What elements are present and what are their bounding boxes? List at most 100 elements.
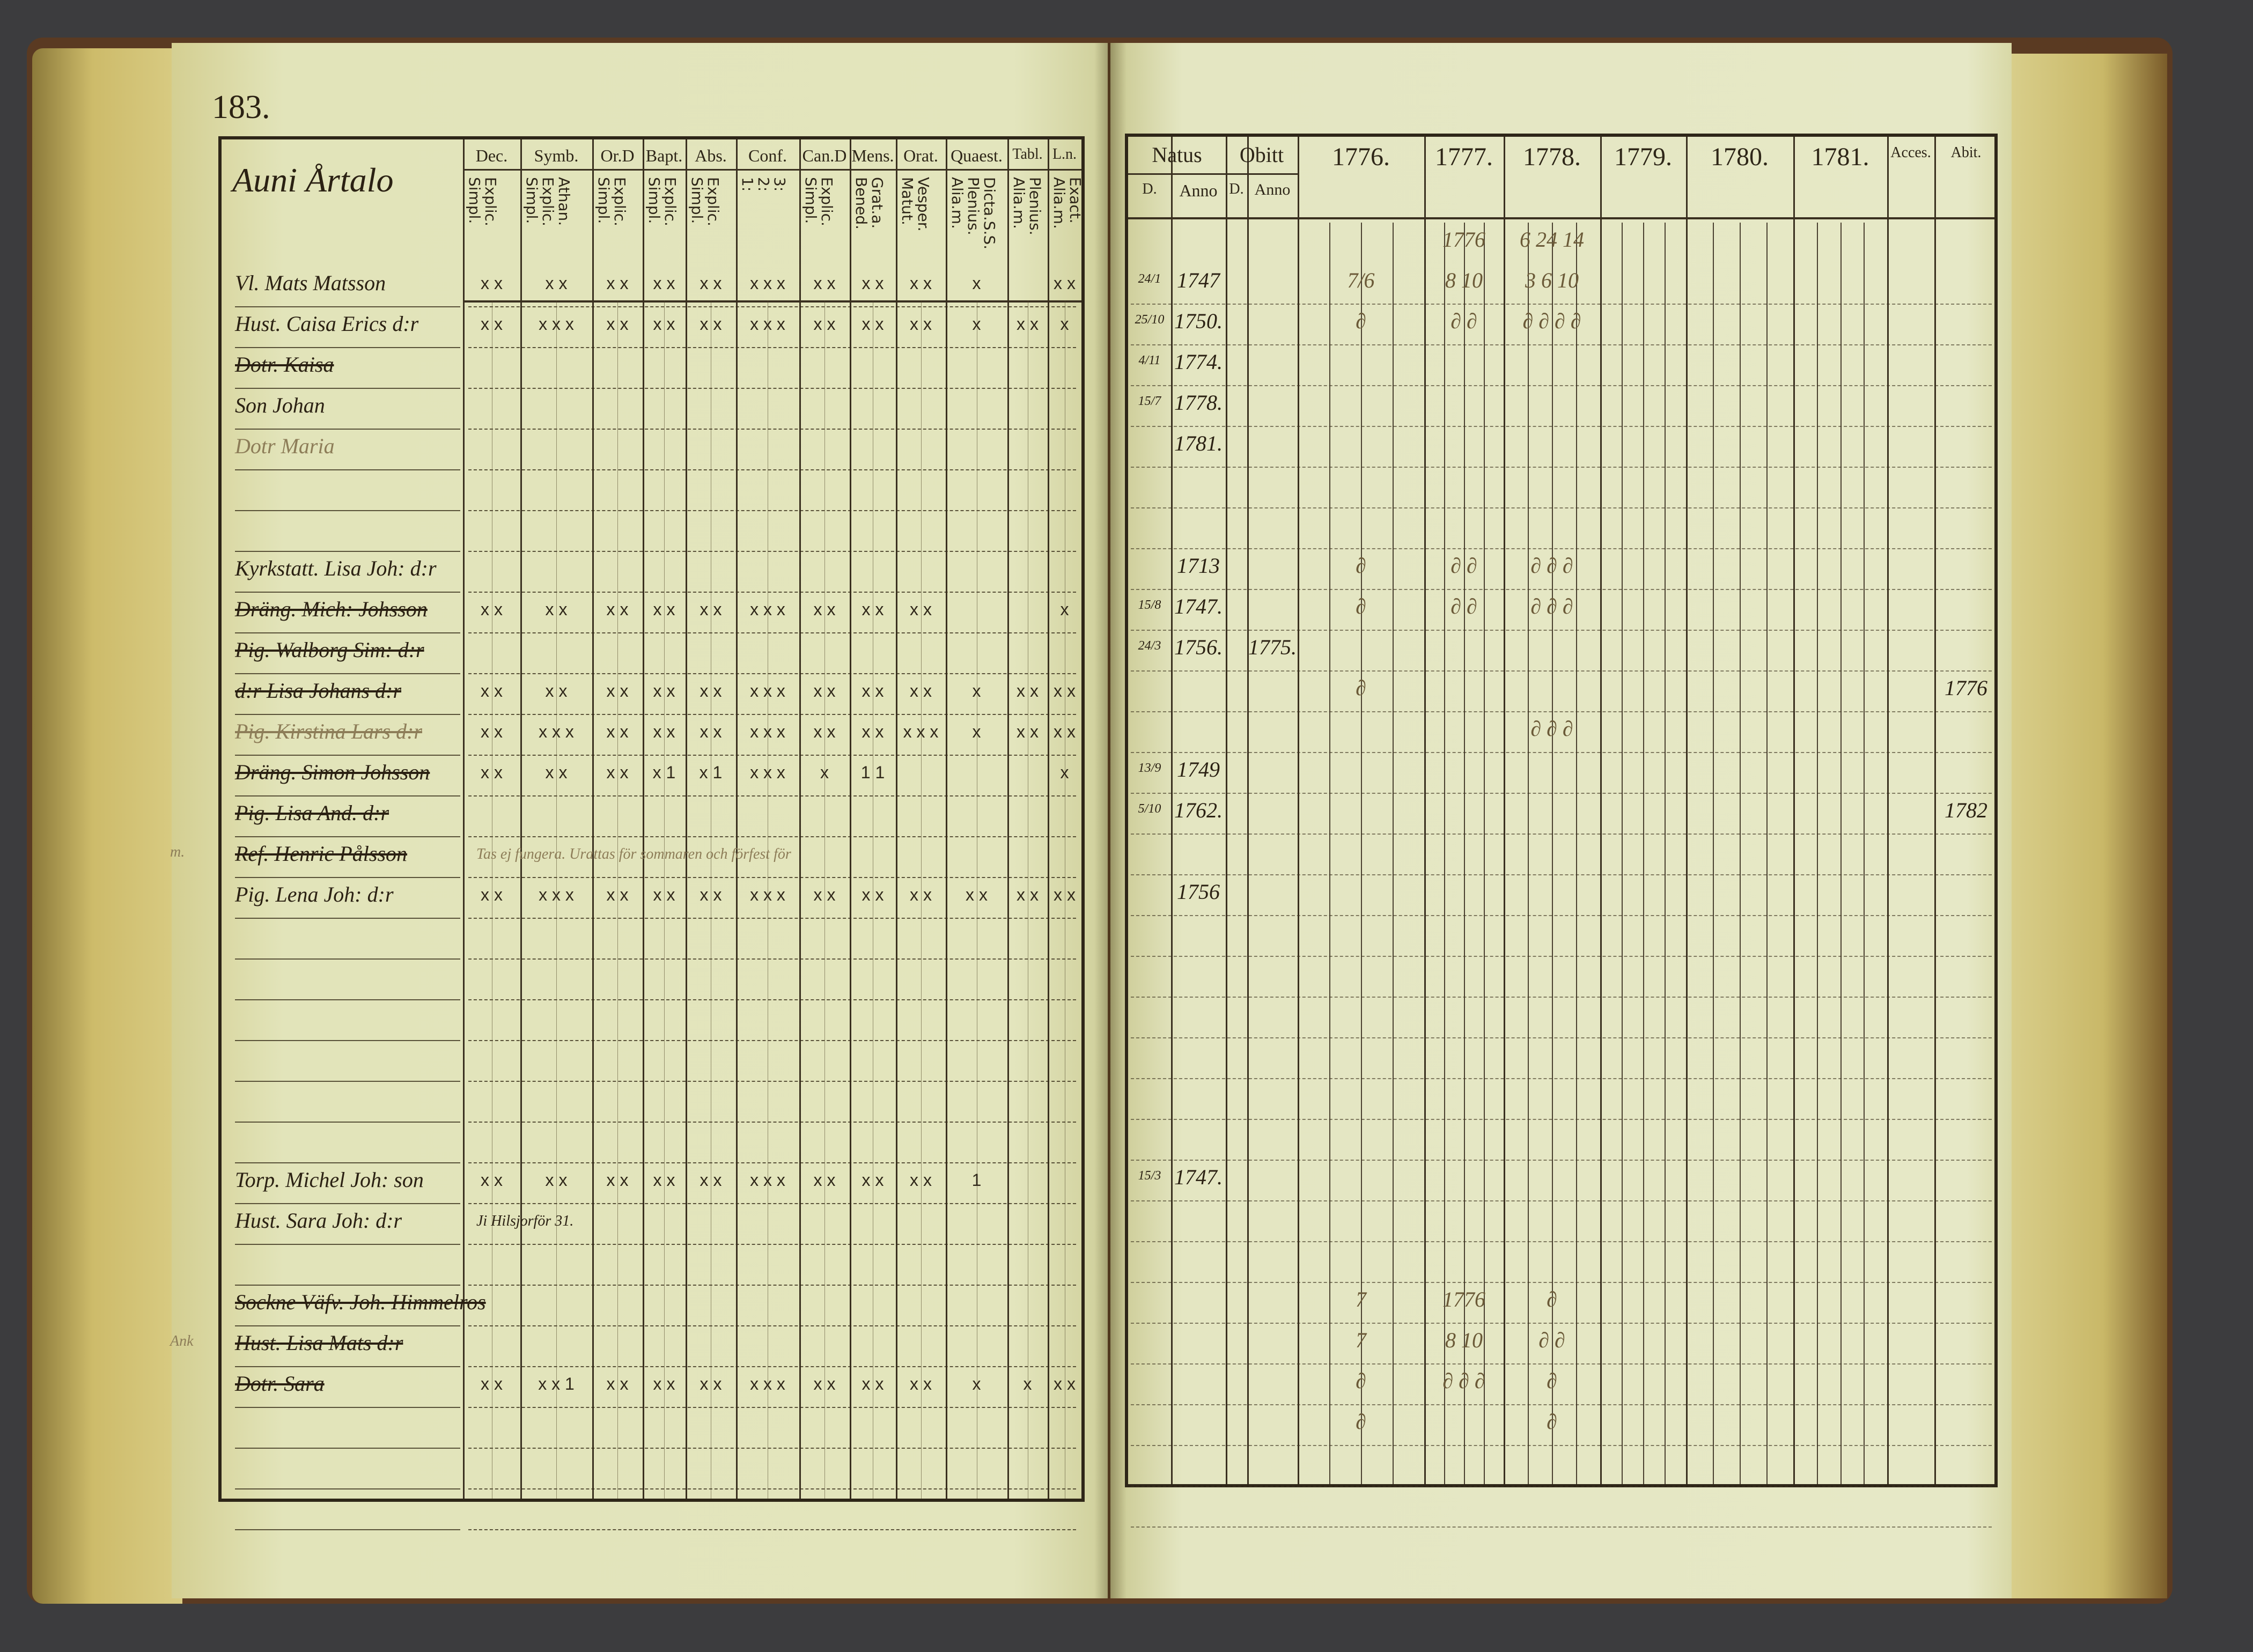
accessit-header: Acces.: [1890, 144, 1931, 161]
row-rule: [1131, 1200, 1992, 1201]
natus-d-entry: 25/10: [1135, 313, 1165, 327]
column-divider: [1226, 137, 1227, 1484]
natus-anno-entry: 1762.: [1174, 798, 1223, 822]
row-rule: [1131, 1160, 1992, 1161]
margin-note: m.: [170, 844, 185, 860]
knowledge-mark: x x: [910, 314, 932, 334]
column-divider: [946, 139, 947, 1499]
knowledge-mark: x x: [481, 1170, 503, 1190]
knowledge-mark: x 1: [652, 763, 676, 782]
name-row-rule: [235, 1529, 460, 1530]
natus-d-entry: 4/11: [1138, 353, 1161, 367]
row-rule: [468, 1488, 1076, 1489]
column-subheader: Exact. Alia.m.: [1050, 177, 1084, 229]
year-subcolumn-divider: [1864, 223, 1865, 1484]
row-rule: [468, 795, 1076, 796]
person-name: Hust. Caisa Erics d:r: [235, 312, 419, 336]
column-divider: [463, 139, 465, 1499]
knowledge-mark: x x: [606, 1170, 629, 1190]
knowledge-mark: x: [972, 274, 981, 293]
knowledge-mark: x x: [481, 1374, 503, 1393]
knowledge-mark: x x: [545, 681, 568, 700]
knowledge-mark: x: [1060, 600, 1069, 619]
column-divider: [1247, 137, 1249, 1484]
person-name: Pig. Lisa And. d:r: [235, 801, 389, 825]
year-subcolumn-divider: [1665, 223, 1666, 1484]
knowledge-mark: x x: [862, 600, 884, 619]
knowledge-mark: x x: [910, 681, 932, 700]
row-rule: [1131, 1486, 1992, 1487]
knowledge-mark: x x: [862, 722, 884, 741]
knowledge-mark: x x: [700, 600, 722, 619]
knowledge-mark: x x: [700, 722, 722, 741]
knowledge-mark: x x: [813, 274, 836, 293]
row-rule: [468, 388, 1076, 389]
y1776-entry: 7/6: [1347, 268, 1375, 292]
person-name: d:r Lisa Johans d:r: [235, 678, 402, 703]
knowledge-mark: x x: [606, 722, 629, 741]
natus-d-entry: 5/10: [1138, 802, 1161, 816]
person-name: Sockne Väfv. Joh. Himmelros: [235, 1290, 486, 1314]
column-divider: [643, 139, 644, 1499]
column-header: Symb.: [534, 146, 579, 165]
column-subdivider: [556, 300, 557, 1499]
knowledge-mark: x x: [653, 885, 675, 904]
row-rule: [1131, 1241, 1992, 1242]
name-row-rule: [235, 714, 460, 715]
row-rule: [1131, 1282, 1992, 1283]
obit-day-header: D.: [1229, 181, 1244, 197]
name-row-rule: [235, 795, 460, 796]
natus-header: Natus: [1152, 143, 1202, 167]
margin-note: Ank: [170, 1333, 194, 1349]
column-divider: [896, 139, 897, 1499]
name-row-rule: [235, 1162, 460, 1163]
column-divider: [1793, 137, 1795, 1484]
knowledge-mark: x: [972, 722, 981, 741]
row-rule: [468, 755, 1076, 756]
row-rule: [1131, 997, 1992, 998]
natus-anno-entry: 1774.: [1174, 350, 1223, 374]
natus-d-entry: 15/8: [1138, 598, 1161, 612]
column-subdivider: [664, 300, 665, 1499]
y1778-entry: 6 24 14: [1520, 227, 1584, 252]
column-divider: [686, 139, 687, 1499]
natus-anno-entry: 1713: [1177, 554, 1220, 578]
natus-anno-entry: 1750.: [1174, 309, 1223, 333]
knowledge-mark: x x: [1017, 314, 1039, 334]
row-note: Tas ej fungera. Urattas för sommaren och…: [476, 846, 791, 862]
y1778-entry: ∂ ∂ ∂ ∂: [1522, 309, 1581, 333]
knowledge-mark: x x: [1054, 681, 1076, 700]
name-row-rule: [235, 1203, 460, 1204]
row-rule: [1131, 1323, 1992, 1324]
knowledge-mark: x x: [606, 1374, 629, 1393]
person-name: Dotr. Kaisa: [235, 352, 334, 377]
year-subcolumn-divider: [1393, 223, 1394, 1484]
row-rule: [1131, 1037, 1992, 1038]
column-divider: [1424, 137, 1426, 1484]
knowledge-mark: x x: [862, 1170, 884, 1190]
column-subheader: Explic. Simpl.: [645, 177, 679, 226]
obit-year-header: Anno: [1254, 181, 1291, 198]
y1778-entry: ∂: [1547, 1410, 1557, 1434]
row-rule: [468, 1285, 1076, 1286]
row-rule: [1131, 304, 1992, 305]
name-row-rule: [235, 1040, 460, 1041]
knowledge-mark: x x: [653, 314, 675, 334]
row-rule: [468, 1162, 1076, 1163]
row-rule: [468, 999, 1076, 1000]
knowledge-mark: x x x: [750, 885, 785, 904]
column-divider: [1007, 139, 1009, 1499]
knowledge-mark: x x: [606, 314, 629, 334]
column-header: Mens.: [851, 146, 894, 165]
row-rule: [468, 958, 1076, 960]
row-rule: [1131, 1404, 1992, 1405]
knowledge-mark: x: [1023, 1374, 1032, 1393]
knowledge-mark: x x: [862, 274, 884, 293]
name-row-rule: [235, 1407, 460, 1408]
row-rule: [468, 918, 1076, 919]
row-rule: [468, 714, 1076, 715]
knowledge-mark: x x: [813, 1374, 836, 1393]
knowledge-mark: x: [972, 314, 981, 334]
person-name: Pig. Kirstina Lars d:r: [235, 719, 422, 743]
y1777-entry: 8 10: [1445, 268, 1483, 292]
